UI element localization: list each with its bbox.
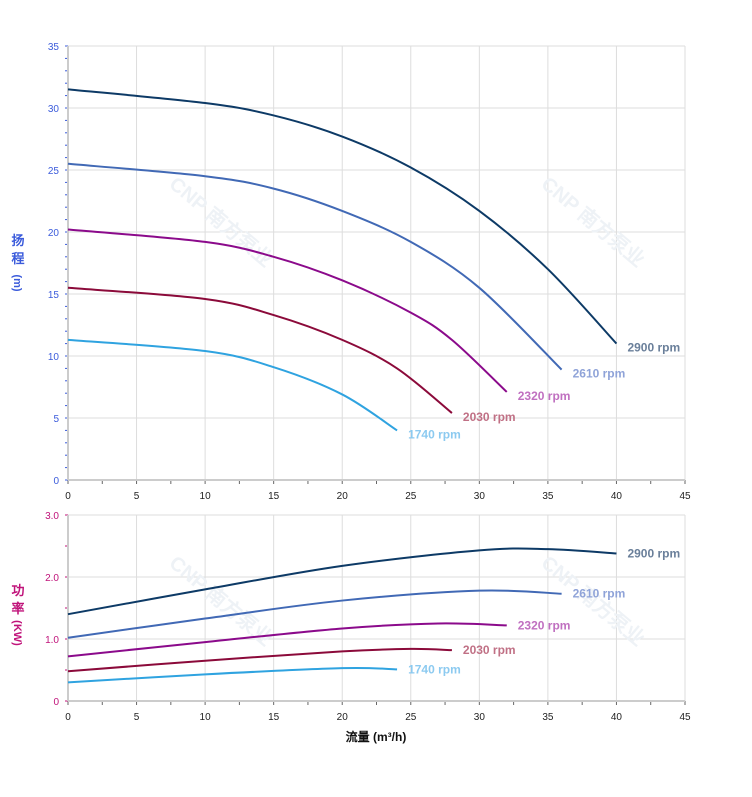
- y-axis-label: (m): [11, 274, 23, 291]
- series-line: [67, 622, 507, 658]
- y-tick-label: 35: [48, 42, 60, 53]
- y-tick-label: 1.0: [45, 635, 59, 646]
- series-line: [67, 589, 562, 639]
- y-axis-label: 功: [11, 583, 24, 598]
- y-axis-label: 扬: [11, 233, 24, 248]
- series-label: 2610 rpm: [573, 367, 626, 381]
- x-tick-label: 45: [679, 712, 691, 723]
- series-label: 2320 rpm: [518, 389, 571, 403]
- x-tick-label: 0: [65, 712, 71, 723]
- series-label: 2900 rpm: [627, 341, 680, 355]
- x-axis-label: 流量 (m³/h): [346, 729, 407, 744]
- y-tick-label: 0: [53, 697, 59, 708]
- x-tick-label: 30: [474, 491, 486, 502]
- series-line: [67, 647, 452, 673]
- series-line: [67, 286, 453, 414]
- y-tick-label: 3.0: [45, 511, 59, 522]
- y-tick-label: 2.0: [45, 573, 59, 584]
- x-tick-label: 5: [134, 712, 140, 723]
- x-tick-label: 25: [405, 712, 417, 723]
- watermark: CNP 南方泵业: [537, 171, 650, 271]
- y-tick-label: 30: [48, 104, 60, 115]
- series-label: 2320 rpm: [518, 618, 571, 632]
- series-line: [67, 162, 563, 371]
- series-label: 1740 rpm: [408, 427, 461, 441]
- x-tick-label: 20: [337, 712, 349, 723]
- series-label: 2030 rpm: [463, 410, 516, 424]
- series-line: [67, 547, 617, 616]
- y-tick-label: 0: [53, 476, 59, 487]
- series-label: 1740 rpm: [408, 662, 461, 676]
- x-tick-label: 45: [679, 491, 691, 502]
- x-tick-label: 0: [65, 491, 71, 502]
- y-tick-label: 10: [48, 352, 60, 363]
- series-line: [67, 228, 508, 393]
- x-tick-label: 15: [268, 712, 280, 723]
- series-label: 2030 rpm: [463, 643, 516, 657]
- x-tick-label: 15: [268, 491, 280, 502]
- x-tick-label: 40: [611, 712, 623, 723]
- x-tick-label: 10: [200, 491, 212, 502]
- x-tick-label: 35: [542, 491, 554, 502]
- y-axis-label: 率: [11, 601, 24, 616]
- x-tick-label: 30: [474, 712, 486, 723]
- x-tick-label: 5: [134, 491, 140, 502]
- y-tick-label: 20: [48, 228, 60, 239]
- x-tick-label: 20: [337, 491, 349, 502]
- y-axis-label: 程: [11, 251, 24, 266]
- y-tick-label: 25: [48, 166, 60, 177]
- series-line: [67, 88, 618, 345]
- series-label: 2900 rpm: [627, 546, 680, 560]
- series-line: [67, 338, 398, 432]
- x-tick-label: 10: [200, 712, 212, 723]
- x-tick-label: 25: [405, 491, 417, 502]
- y-tick-label: 15: [48, 290, 60, 301]
- series-label: 2610 rpm: [573, 587, 626, 601]
- y-axis-label: (KW): [11, 620, 23, 646]
- y-tick-label: 5: [53, 414, 59, 425]
- series-line: [67, 666, 398, 684]
- x-tick-label: 35: [542, 712, 554, 723]
- x-tick-label: 40: [611, 491, 623, 502]
